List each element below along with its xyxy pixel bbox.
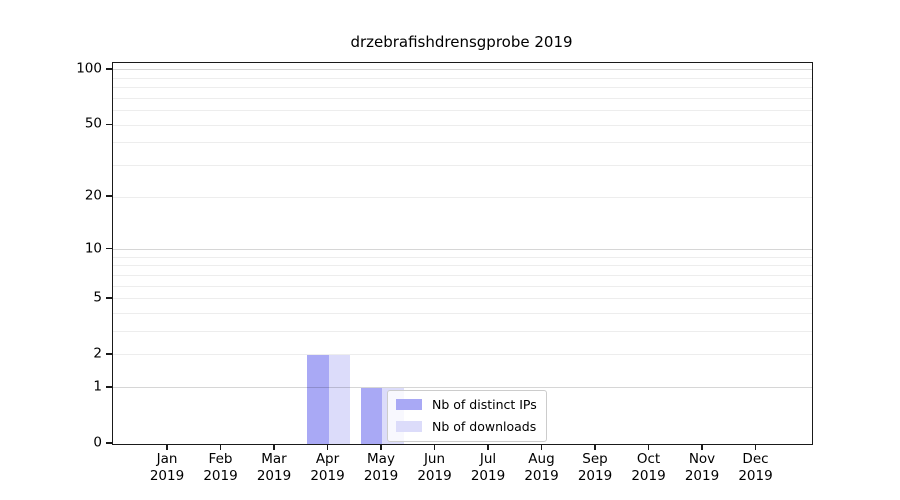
y-tick-20 xyxy=(105,195,112,197)
x-tick-mar xyxy=(273,444,275,450)
y-tick-0 xyxy=(105,442,112,444)
y-tick-10 xyxy=(105,247,112,250)
y-tick-100 xyxy=(105,68,112,70)
plot-area: Nb of distinct IPs Nb of downloads xyxy=(112,62,813,445)
x-tick-label-feb: Feb 2019 xyxy=(203,451,238,484)
gridline-9 xyxy=(113,256,812,258)
gridline-60 xyxy=(113,110,812,112)
x-tick-jan xyxy=(166,444,168,450)
gridline-20 xyxy=(113,196,812,198)
y-tick-label-20: 20 xyxy=(84,187,102,204)
gridline-6 xyxy=(113,285,812,287)
x-tick-label-nov: Nov 2019 xyxy=(684,451,720,484)
x-tick-label-mar: Mar 2019 xyxy=(256,451,292,484)
bar-may-s0 xyxy=(360,387,382,444)
gridline-90 xyxy=(113,77,812,79)
chart-title: drzebrafishdrensgprobe 2019 xyxy=(350,33,573,51)
legend-label-downloads: Nb of downloads xyxy=(432,419,537,434)
x-tick-jun xyxy=(433,444,436,450)
gridline-100 xyxy=(113,69,812,71)
gridline-10 xyxy=(113,249,812,251)
x-tick-feb xyxy=(219,444,222,450)
legend-entry-downloads: Nb of downloads xyxy=(396,419,537,434)
y-tick-label-50: 50 xyxy=(84,115,102,132)
x-tick-sep xyxy=(594,444,596,450)
gridline-2 xyxy=(113,354,812,356)
x-tick-label-aug: Aug 2019 xyxy=(524,451,559,484)
gridline-7 xyxy=(113,274,812,276)
y-tick-label-2: 2 xyxy=(93,345,102,362)
x-tick-dec xyxy=(754,444,757,450)
x-tick-oct xyxy=(647,444,650,450)
gridline-50 xyxy=(113,124,812,126)
y-tick-5 xyxy=(105,297,112,299)
legend: Nb of distinct IPs Nb of downloads xyxy=(387,390,547,442)
gridline-1 xyxy=(113,387,812,389)
x-tick-label-dec: Dec 2019 xyxy=(738,451,773,484)
bar-apr-s1 xyxy=(328,354,350,444)
gridline-30 xyxy=(113,165,812,167)
x-tick-label-may: May 2019 xyxy=(363,451,399,484)
legend-swatch-downloads xyxy=(396,421,422,432)
gridline-40 xyxy=(113,142,812,144)
x-tick-label-jun: Jun 2019 xyxy=(417,451,452,484)
legend-label-distinct-ips: Nb of distinct IPs xyxy=(432,397,537,412)
y-tick-label-1: 1 xyxy=(93,378,102,395)
x-tick-may xyxy=(380,444,382,450)
bars-layer xyxy=(113,63,812,444)
y-tick-label-0: 0 xyxy=(93,434,102,451)
x-tick-label-apr: Apr 2019 xyxy=(310,451,345,484)
bar-apr-s0 xyxy=(307,354,329,444)
x-tick-apr xyxy=(326,444,329,450)
legend-entry-distinct-ips: Nb of distinct IPs xyxy=(396,397,537,412)
x-tick-label-oct: Oct 2019 xyxy=(631,451,666,484)
gridline-70 xyxy=(113,97,812,99)
gridline-4 xyxy=(113,313,812,315)
y-tick-50 xyxy=(105,123,112,126)
y-tick-label-100: 100 xyxy=(76,60,102,77)
y-tick-2 xyxy=(105,353,112,355)
y-tick-label-5: 5 xyxy=(93,289,102,306)
x-tick-nov xyxy=(701,444,703,450)
x-tick-label-jul: Jul 2019 xyxy=(470,451,506,484)
gridline-3 xyxy=(113,331,812,333)
gridline-8 xyxy=(113,265,812,267)
x-tick-jul xyxy=(487,444,489,450)
x-tick-label-jan: Jan 2019 xyxy=(149,451,185,484)
y-tick-label-10: 10 xyxy=(84,239,102,256)
x-tick-aug xyxy=(540,444,543,450)
gridline-80 xyxy=(113,87,812,89)
y-tick-1 xyxy=(105,386,112,388)
gridline-5 xyxy=(113,298,812,300)
x-tick-label-sep: Sep 2019 xyxy=(577,451,613,484)
legend-swatch-distinct-ips xyxy=(396,399,422,410)
gridlines-layer xyxy=(113,63,812,444)
